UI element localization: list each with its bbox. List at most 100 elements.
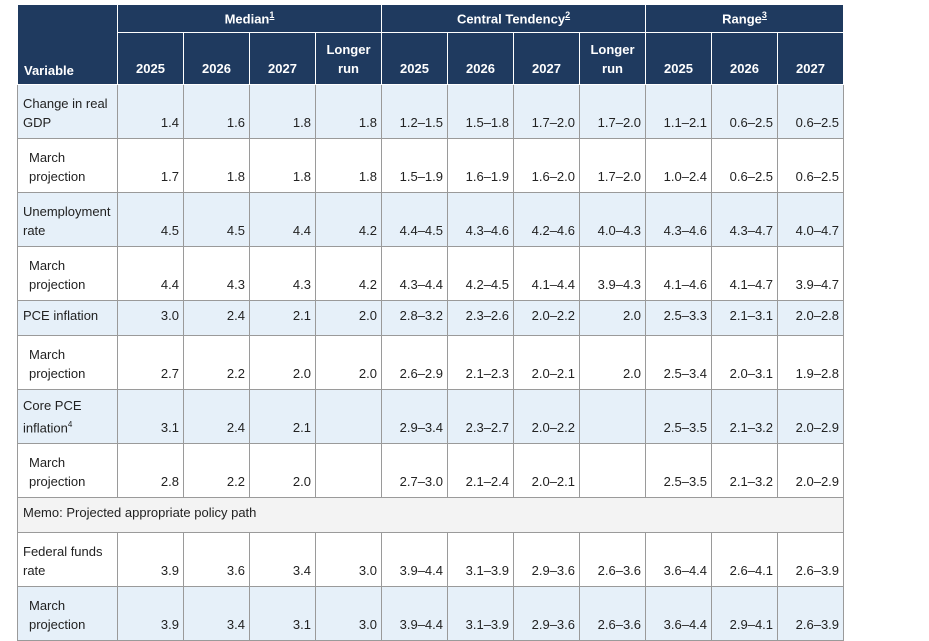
- table-cell: 1.7–2.0: [578, 84, 647, 139]
- central-tendency-footnote-link[interactable]: 2: [565, 10, 571, 21]
- table-cell: 2.9–4.1: [711, 586, 779, 641]
- table-cell: 2.8–3.2: [381, 300, 448, 336]
- table-cell: 2.0: [315, 300, 382, 336]
- table-cell: 3.4: [249, 532, 316, 587]
- central-longer-run-header: Longer run: [578, 32, 647, 85]
- central-2025-header: 2025: [381, 32, 448, 85]
- range-2027-header: 2027: [777, 32, 845, 85]
- row-label-line1: March: [29, 598, 66, 613]
- range-label: Range: [722, 11, 762, 27]
- table-cell: 2.1–3.2: [711, 389, 779, 444]
- table-cell: 1.1–2.1: [645, 84, 713, 139]
- table-cell: 2.1–2.3: [447, 335, 514, 390]
- table-cell: 2.0–2.2: [513, 389, 580, 444]
- table-cell: 2.0–2.2: [513, 300, 580, 336]
- table-cell: 3.9–4.3: [578, 246, 647, 301]
- longer-run-line2: run: [602, 61, 623, 76]
- central-tendency-label: Central Tendency: [456, 11, 566, 27]
- table-body: Change in real GDP 1.4 1.6 1.8 1.8 1.2–1.5 1.5–…: [16, 84, 845, 641]
- table-cell: 2.9–3.6: [513, 586, 580, 641]
- table-cell: [315, 389, 382, 444]
- row-label-line2: rate: [23, 223, 46, 238]
- memo-row: Memo: Projected appropriate policy path: [16, 497, 845, 533]
- row-label: Core PCE inflation4: [17, 389, 118, 444]
- longer-run-line1: Longer: [326, 42, 371, 57]
- table-cell: 2.0: [249, 443, 316, 498]
- table-row: March projection 2.8 2.2 2.0 2.7–3.0 2.1–2.4 2.…: [17, 443, 845, 498]
- table-cell: 1.8: [315, 138, 382, 193]
- table-cell: 2.5–3.5: [645, 389, 713, 444]
- table-cell: 1.7: [117, 138, 184, 193]
- table-cell: 3.4: [183, 586, 250, 641]
- row-label-line1: PCE inflation: [23, 307, 99, 323]
- table-cell: 1.4: [117, 84, 184, 139]
- median-label: Median: [224, 11, 270, 27]
- table-cell: 2.9–3.6: [513, 532, 580, 587]
- table-cell: 4.0–4.7: [777, 192, 845, 247]
- table-cell: 4.4–4.5: [381, 192, 448, 247]
- row-label-line1: March: [29, 455, 66, 470]
- table-cell: [578, 443, 647, 498]
- table-cell: 4.2–4.5: [447, 246, 514, 301]
- table-row: March projection 2.7 2.2 2.0 2.0 2.6–2.9 2.1–2.…: [17, 335, 845, 390]
- table-cell: 4.3: [183, 246, 250, 301]
- row-label-line2: projection: [29, 277, 86, 292]
- table-cell: 4.3–4.4: [381, 246, 448, 301]
- variable-header: Variable: [17, 4, 118, 85]
- row-label: March projection: [17, 586, 118, 641]
- median-group-header: Median1: [117, 4, 382, 33]
- table-row: March projection 1.7 1.8 1.8 1.8 1.5–1.9 1.6–1.…: [17, 138, 845, 193]
- table-cell: 2.6–3.9: [777, 586, 845, 641]
- table-cell: 4.3–4.7: [711, 192, 779, 247]
- table-cell: 2.7: [117, 335, 184, 390]
- row-label: Change in real GDP: [17, 84, 118, 139]
- table-cell: 2.2: [183, 443, 250, 498]
- table-cell: 4.3–4.6: [447, 192, 514, 247]
- table-cell: 3.9–4.4: [381, 586, 448, 641]
- longer-run-line2: run: [338, 61, 359, 76]
- table-cell: 3.0: [315, 532, 382, 587]
- table-cell: 1.7–2.0: [578, 138, 647, 193]
- table-cell: 1.5–1.9: [381, 138, 448, 193]
- table-cell: 2.0: [578, 300, 647, 336]
- table-cell: 4.5: [117, 192, 184, 247]
- range-footnote-link[interactable]: 3: [761, 10, 767, 21]
- table-cell: 3.1: [117, 389, 184, 444]
- row-label: March projection: [17, 246, 118, 301]
- row-label: Unemployment rate: [17, 192, 118, 247]
- row-label-line1: Core PCE: [23, 397, 82, 413]
- range-group-header: Range3: [645, 4, 845, 33]
- median-footnote-link[interactable]: 1: [269, 10, 275, 21]
- table-cell: [315, 443, 382, 498]
- table-cell: 2.1: [249, 300, 316, 336]
- table-cell: 2.0–2.1: [513, 443, 580, 498]
- table-cell: 3.6: [183, 532, 250, 587]
- row-label: March projection: [17, 138, 118, 193]
- table-cell: 3.9–4.4: [381, 532, 448, 587]
- median-2026-header: 2026: [183, 32, 250, 85]
- table-cell: 2.2: [183, 335, 250, 390]
- table-cell: 2.0–2.8: [777, 300, 845, 336]
- table-cell: 1.9–2.8: [777, 335, 845, 390]
- row-label-line1: March: [29, 258, 66, 273]
- table-cell: 4.2–4.6: [513, 192, 580, 247]
- range-2026-header: 2026: [711, 32, 779, 85]
- table-cell: 2.1: [249, 389, 316, 444]
- row-label-line2: projection: [29, 169, 86, 184]
- table-cell: 4.3–4.6: [645, 192, 713, 247]
- memo-label: Memo: Projected appropriate policy path: [16, 497, 845, 533]
- table-cell: 2.0–2.1: [513, 335, 580, 390]
- table-cell: 2.5–3.5: [645, 443, 713, 498]
- row-footnote-link[interactable]: 4: [67, 419, 73, 429]
- table-cell: 2.7–3.0: [381, 443, 448, 498]
- table-cell: 2.4: [183, 389, 250, 444]
- table-cell: 4.3: [249, 246, 316, 301]
- central-tendency-group-header: Central Tendency2: [380, 4, 647, 33]
- row-label: Federal funds rate: [17, 532, 118, 587]
- central-2026-header: 2026: [447, 32, 514, 85]
- central-2027-header: 2027: [513, 32, 580, 85]
- row-label-line1: Change in real: [23, 96, 108, 111]
- table-row: Core PCE inflation4 3.1 2.4 2.1 2.9–3.4 2.3–2.…: [17, 389, 845, 444]
- table-cell: 1.0–2.4: [645, 138, 713, 193]
- row-label-line2: projection: [29, 366, 86, 381]
